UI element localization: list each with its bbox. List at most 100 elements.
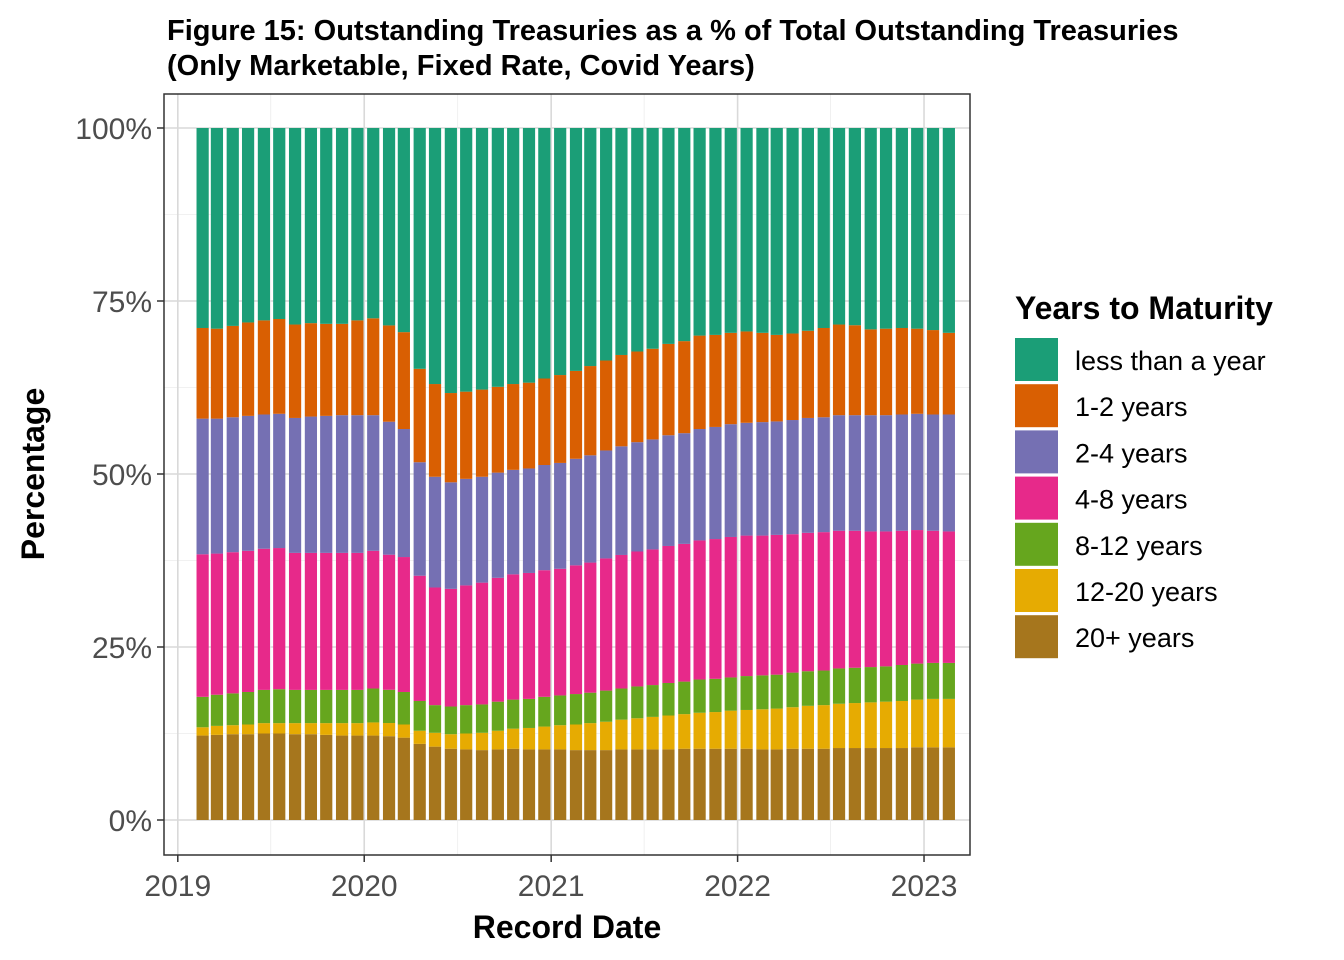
- bar-segment: [911, 328, 924, 414]
- bar-segment: [817, 417, 830, 533]
- bar-segment: [756, 128, 769, 333]
- bar-segment: [895, 748, 908, 820]
- bar-segment: [756, 709, 769, 750]
- bar-segment: [693, 335, 706, 430]
- bar-segment: [554, 375, 567, 463]
- x-tick-label: 2021: [518, 870, 585, 903]
- bar-segment: [615, 554, 628, 689]
- bar-segment: [367, 550, 380, 689]
- bar-segment: [397, 429, 410, 558]
- bar-segment: [911, 747, 924, 820]
- bar-segment: [538, 570, 551, 697]
- bar-segment: [569, 458, 583, 566]
- bar-segment: [428, 384, 442, 477]
- bar-segment: [320, 128, 333, 324]
- legend-label: 4-8 years: [1075, 485, 1188, 515]
- bar-segment: [507, 384, 520, 470]
- bar-segment: [646, 716, 659, 750]
- bar-segment: [335, 689, 349, 724]
- bar-segment: [801, 532, 814, 672]
- bar-segment: [320, 323, 333, 416]
- bar-segment: [615, 749, 628, 820]
- y-tick-label: 50%: [92, 459, 152, 492]
- bar-segment: [724, 677, 737, 711]
- bar-segment: [770, 128, 783, 335]
- bar-segment: [864, 128, 877, 330]
- bar-segment: [646, 549, 659, 686]
- bar-segment: [615, 128, 628, 355]
- bar-segment: [397, 332, 410, 430]
- bar-segment: [832, 128, 846, 325]
- bar-segment: [693, 679, 706, 713]
- bar-segment: [786, 420, 799, 535]
- bar-segment: [600, 450, 613, 559]
- bar-segment: [709, 748, 722, 820]
- bar-segment: [226, 552, 239, 694]
- bar-segment: [320, 415, 333, 553]
- bar-segment: [444, 706, 457, 735]
- x-tick-label: 2023: [891, 870, 958, 903]
- bar-segment: [724, 128, 737, 333]
- legend-label: less than a year: [1075, 346, 1266, 376]
- bar-segment: [382, 723, 396, 737]
- bar-segment: [351, 689, 364, 724]
- bar-segment: [397, 557, 410, 692]
- bar-segment: [522, 749, 536, 820]
- bar-segment: [460, 733, 473, 750]
- bar-segment: [879, 748, 893, 820]
- bar-segment: [817, 327, 830, 418]
- bar-segment: [631, 551, 644, 687]
- legend-key: [1015, 476, 1058, 520]
- bar-segment: [554, 462, 567, 569]
- bar-segment: [507, 469, 520, 575]
- bar-segment: [662, 435, 675, 546]
- bar-segment: [538, 749, 551, 820]
- bar-segment: [740, 676, 753, 710]
- bar-segment: [770, 674, 783, 709]
- bar-segment: [367, 318, 380, 416]
- bar-segment: [288, 552, 302, 690]
- bar-segment: [351, 552, 364, 690]
- bar-segment: [817, 670, 830, 706]
- bar-segment: [351, 320, 364, 416]
- bar-segment: [678, 543, 691, 682]
- bar-segment: [584, 750, 597, 820]
- legend-label: 2-4 years: [1075, 438, 1188, 468]
- bar-segment: [554, 128, 567, 376]
- bar-segment: [848, 667, 861, 704]
- bar-segment: [273, 689, 286, 724]
- bar-segment: [226, 725, 239, 735]
- bar-segment: [538, 465, 551, 571]
- bar-segment: [554, 725, 567, 750]
- bar-segment: [320, 552, 333, 690]
- bar-segment: [879, 531, 893, 667]
- bar-segment: [460, 585, 473, 706]
- bar-segment: [444, 393, 457, 483]
- bar-segment: [756, 332, 769, 423]
- bar-segment: [538, 696, 551, 727]
- bar-segment: [226, 693, 239, 726]
- bar-segment: [382, 421, 396, 555]
- bar-segment: [569, 750, 583, 820]
- bar-segment: [522, 572, 536, 699]
- bar-segment: [397, 724, 410, 738]
- bar-segment: [304, 734, 318, 820]
- bar-segment: [288, 689, 302, 724]
- bar-segment: [926, 530, 940, 663]
- bar-segment: [475, 704, 489, 733]
- bar-segment: [879, 328, 893, 416]
- bar-segment: [320, 723, 333, 735]
- bar-segment: [724, 536, 737, 678]
- bar-segment: [693, 712, 706, 749]
- bar-segment: [241, 734, 255, 820]
- bar-segment: [584, 692, 597, 724]
- bar-segment: [413, 575, 426, 701]
- bar-segment: [382, 736, 396, 820]
- bar-segment: [740, 422, 753, 536]
- bar-segment: [709, 128, 722, 335]
- bar-segment: [210, 328, 224, 419]
- bar-segment: [832, 415, 846, 531]
- bar-segment: [522, 698, 536, 728]
- bar-segment: [848, 325, 861, 416]
- bar-segment: [724, 332, 737, 425]
